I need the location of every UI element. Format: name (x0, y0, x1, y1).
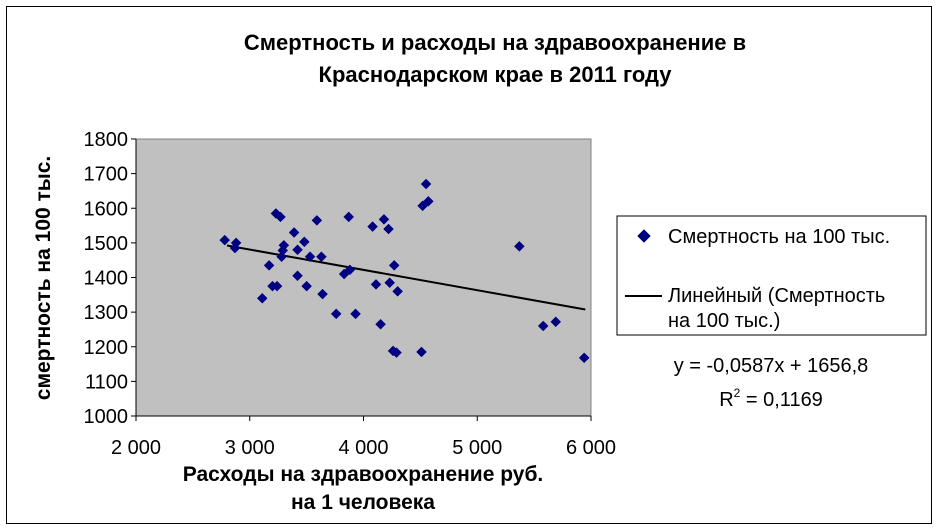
y-tick-label: 1000 (84, 406, 129, 428)
x-axis-title-line1: Расходы на здравоохранение руб. (183, 463, 544, 486)
data-point (317, 288, 328, 300)
data-point (537, 320, 549, 332)
r2-value: = 0,1169 (740, 389, 822, 411)
data-point (301, 280, 312, 292)
trendline-equation: y = -0,0587x + 1656,8 (674, 355, 869, 377)
x-tick-label: 6 000 (566, 437, 616, 459)
r2-superscript: 2 (734, 386, 741, 400)
data-point (263, 260, 275, 271)
y-tick-label: 1400 (84, 268, 129, 290)
data-point (275, 211, 286, 223)
legend-entry-trend-line1: Линейный (Смертность (668, 285, 885, 307)
y-tick-label: 1700 (84, 164, 129, 186)
legend: Смертность на 100 тыс. Линейный (Смертно… (616, 215, 927, 336)
data-point (375, 318, 386, 330)
data-point (311, 215, 323, 226)
data-point (270, 208, 282, 219)
y-axis-title: смертность на 100 тыс. (32, 156, 55, 400)
data-point (316, 251, 327, 263)
x-tick-label: 2 000 (111, 437, 161, 459)
data-point (383, 223, 394, 235)
data-point (344, 264, 356, 276)
data-point (304, 251, 316, 263)
data-point (578, 352, 590, 364)
r2-label: R (719, 389, 733, 411)
chart-title-line2: Краснодарском крае в 2011 году (319, 62, 673, 87)
x-tick-label: 4 000 (338, 437, 388, 459)
chart-title-line1: Смертность и расходы на здравоохранение … (244, 30, 746, 55)
legend-entry-trend-line2: на 100 тыс.) (668, 310, 780, 332)
data-point (370, 279, 382, 290)
data-point (288, 227, 300, 238)
y-tick-label: 1600 (84, 198, 129, 220)
data-point (416, 346, 427, 358)
data-point (271, 280, 283, 292)
data-point (388, 260, 400, 271)
legend-box (616, 215, 927, 336)
trendline-r2: R2 = 0,1169 (719, 386, 823, 411)
x-tick-label: 3 000 (225, 437, 275, 459)
y-tick-label: 1300 (84, 302, 129, 324)
legend-entry-series: Смертность на 100 тыс. (668, 226, 890, 248)
y-tick-label: 1500 (84, 233, 129, 255)
y-tick-label: 1800 (84, 129, 129, 151)
plot-area (135, 138, 592, 417)
data-point (343, 211, 355, 223)
data-point (550, 316, 562, 328)
data-point (292, 244, 303, 256)
data-point (391, 347, 402, 358)
data-point (350, 308, 361, 320)
data-point (278, 239, 290, 251)
data-point (330, 308, 342, 320)
data-point (513, 240, 525, 252)
x-tick-label: 5 000 (452, 437, 502, 459)
data-point (378, 213, 390, 225)
x-axis-title-line2: на 1 человека (291, 491, 435, 514)
data-point (420, 178, 432, 190)
y-tick-label: 1100 (85, 371, 128, 393)
data-point (256, 292, 268, 304)
data-point (292, 270, 303, 282)
data-point (298, 236, 310, 248)
trendline (226, 244, 586, 311)
data-point (384, 277, 396, 289)
data-point (367, 221, 378, 232)
y-tick-label: 1200 (84, 337, 129, 359)
data-point (392, 285, 403, 297)
data-point (230, 237, 242, 249)
data-point (422, 195, 434, 207)
data-point (219, 234, 231, 246)
legend-marker-diamond (637, 229, 651, 243)
